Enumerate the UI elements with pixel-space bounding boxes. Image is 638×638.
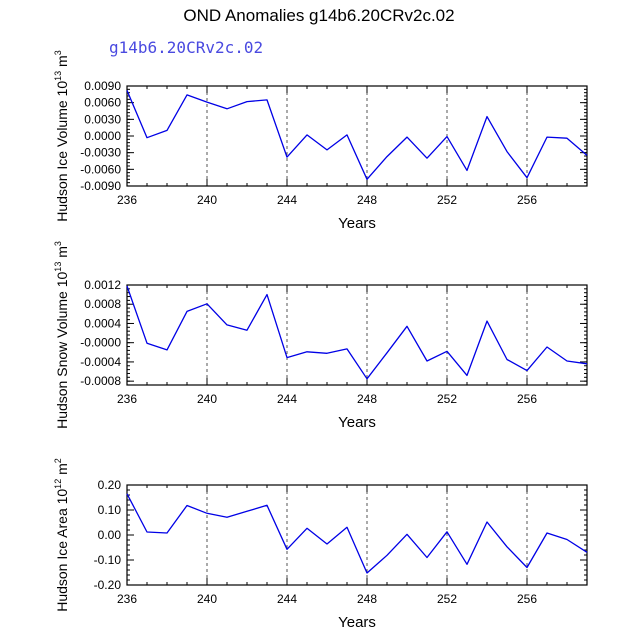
x-axis-title: Years — [338, 414, 376, 431]
chart-panel-3: 236 240 244 248 252 256 0.20 0.10 0.00 -0.10 -0.20… — [53, 458, 588, 631]
x-tick-label: 244 — [277, 193, 297, 207]
x-tick-label: 252 — [437, 392, 457, 406]
plot-frame — [126, 85, 588, 187]
x-tick-label: 240 — [197, 592, 217, 606]
x-tick-label: 248 — [357, 592, 377, 606]
y-tick-label: -0.20 — [94, 578, 122, 592]
x-axis-title: Years — [338, 614, 376, 631]
y-tick-label: 0.10 — [98, 503, 122, 517]
x-tick-label: 248 — [357, 193, 377, 207]
y-tick-label: -0.0030 — [80, 146, 121, 160]
plot-frame — [126, 484, 588, 586]
x-tick-label: 244 — [277, 392, 297, 406]
y-tick-label: 0.20 — [98, 478, 122, 492]
series-line — [126, 90, 588, 180]
chart-panel-1: 236 240 244 248 252 256 0.0090 0.0060 0.0030 0.00… — [53, 50, 588, 232]
x-tick-label: 256 — [517, 392, 537, 406]
y-tick-label: -0.0008 — [80, 374, 121, 388]
y-axis-title: Hudson Snow Volume 1013 m3 — [53, 241, 70, 429]
y-tick-label: -0.0090 — [80, 179, 121, 193]
chart-panel-2: 236 240 244 248 252 256 0.0012 0.0008 0.0004 -0.0… — [53, 241, 588, 431]
y-tick-label: 0.00 — [98, 528, 122, 542]
x-tick-label: 252 — [437, 592, 457, 606]
x-tick-label: 256 — [517, 592, 537, 606]
y-tick-label: 0.0030 — [84, 112, 121, 126]
x-tick-label: 240 — [197, 193, 217, 207]
y-tick-label: -0.10 — [94, 553, 122, 567]
x-tick-label: 240 — [197, 392, 217, 406]
y-tick-label: 0.0012 — [84, 278, 121, 292]
x-tick-label: 236 — [117, 193, 137, 207]
x-axis-title: Years — [338, 215, 376, 232]
x-tick-label: 236 — [117, 592, 137, 606]
series-line — [126, 493, 588, 574]
page-title: OND Anomalies g14b6.20CRv2c.02 — [183, 6, 455, 25]
y-tick-label: 0.0000 — [84, 129, 121, 143]
y-tick-label: -0.0004 — [80, 355, 121, 369]
y-tick-label: -0.0000 — [80, 336, 121, 350]
y-tick-label: 0.0090 — [84, 79, 121, 93]
series-line — [126, 285, 588, 380]
y-tick-label: 0.0004 — [84, 316, 121, 330]
plot-frame — [126, 284, 588, 386]
y-axis-title: Hudson Ice Area 1012 m2 — [53, 458, 70, 612]
x-tick-label: 256 — [517, 193, 537, 207]
y-tick-label: 0.0060 — [84, 96, 121, 110]
x-tick-label: 236 — [117, 392, 137, 406]
x-tick-label: 248 — [357, 392, 377, 406]
y-axis-title: Hudson Ice Volume 1013 m3 — [53, 50, 70, 221]
case-label: g14b6.20CRv2c.02 — [109, 38, 264, 57]
y-tick-label: -0.0060 — [80, 162, 121, 176]
y-tick-label: 0.0008 — [84, 297, 121, 311]
x-tick-label: 244 — [277, 592, 297, 606]
x-tick-label: 252 — [437, 193, 457, 207]
